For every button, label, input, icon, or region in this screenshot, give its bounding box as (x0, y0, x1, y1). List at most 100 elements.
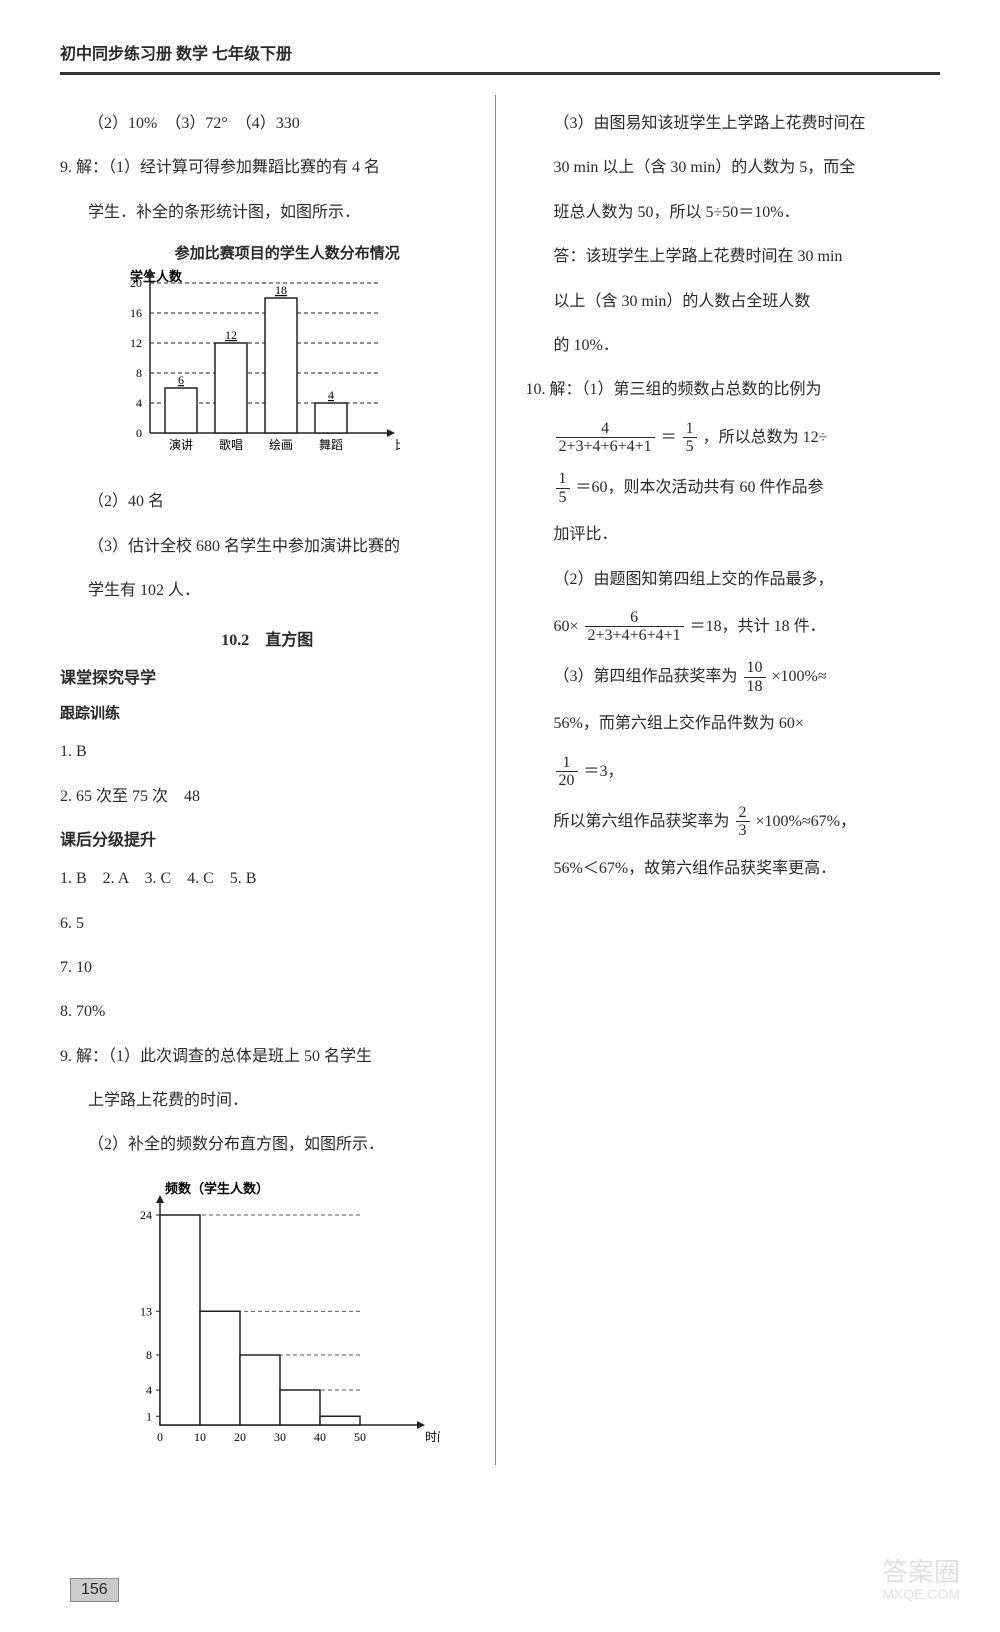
svg-text:时间/min: 时间/min (425, 1430, 440, 1444)
heading-ktt: 课堂探究导学 (60, 664, 475, 688)
k6: 6. 5 (60, 909, 475, 939)
svg-text:4: 4 (136, 396, 142, 410)
svg-text:歌唱: 歌唱 (219, 437, 243, 452)
svg-text:16: 16 (130, 306, 142, 320)
page-header: 初中同步练习册 数学 七年级下册 (60, 40, 940, 75)
q10a: 10. 解：（1）第三组的频数占总数的比例为 (526, 375, 941, 405)
g1: 1. B (60, 737, 475, 767)
right-column: （3）由图易知该班学生上学路上花费时间在 30 min 以上（含 30 min）… (526, 95, 941, 1465)
svg-text:比赛项目: 比赛项目 (395, 437, 400, 452)
bar-chart-1: 参加比赛项目的学生人数分布情况 学生人数0481216206演讲12歌唱18绘画… (100, 242, 475, 473)
k9-1a: 9. 解：（1）此次调查的总体是班上 50 名学生 (60, 1042, 475, 1072)
q9-3a: （3）估计全校 680 名学生中参加演讲比赛的 (60, 532, 475, 562)
frac-den: 5 (683, 438, 697, 456)
svg-text:10: 10 (194, 1430, 206, 1444)
frac-num: 1 (683, 420, 697, 439)
chart1-svg: 学生人数0481216206演讲12歌唱18绘画4舞蹈比赛项目 (100, 263, 400, 473)
svg-text:0: 0 (157, 1430, 163, 1444)
fraction: 1 5 (683, 420, 697, 456)
r-p1: （3）由图易知该班学生上学路上花费时间在 (526, 109, 941, 139)
content-columns: （2）10% （3）72° （4）330 9. 解：（1）经计算可得参加舞蹈比赛… (60, 95, 940, 1465)
q9-line1: 9. 解：（1）经计算可得参加舞蹈比赛的有 4 名 (60, 153, 475, 183)
frac-num: 4 (556, 420, 655, 439)
text: ×100%≈ (772, 668, 827, 685)
fraction: 1 20 (556, 754, 578, 790)
svg-text:舞蹈: 舞蹈 (319, 438, 343, 452)
q10-3e: 56%＜67%，故第六组作品获奖率更高． (526, 854, 941, 884)
svg-text:30: 30 (274, 1430, 286, 1444)
text: ＝18，共计 18 件． (690, 618, 826, 635)
heading-khfj: 课后分级提升 (60, 826, 475, 850)
svg-text:6: 6 (178, 373, 184, 387)
k1: 1. B 2. A 3. C 4. C 5. B (60, 864, 475, 894)
svg-text:演讲: 演讲 (169, 437, 193, 452)
q10-frac-line2: 1 5 ＝60，则本次活动共有 60 件作品参 (526, 470, 941, 506)
k9-2: （2）补全的频数分布直方图，如图所示． (60, 1130, 475, 1160)
frac-den: 2+3+4+6+4+1 (585, 627, 684, 645)
svg-text:1: 1 (146, 1409, 152, 1423)
svg-text:4: 4 (328, 388, 334, 402)
chart2-svg: 频数（学生人数）148132401020304050时间/min (100, 1175, 440, 1455)
q9-2: （2）40 名 (60, 487, 475, 517)
text: ×100%≈67%， (756, 813, 856, 830)
q10-frac-line1: 4 2+3+4+6+4+1 ＝ 1 5 ，所以总数为 12÷ (526, 420, 941, 456)
frac-num: 1 (556, 754, 578, 773)
svg-text:4: 4 (146, 1383, 152, 1397)
text: ，所以总数为 12÷ (703, 429, 828, 446)
frac-num: 10 (744, 659, 766, 678)
watermark-bottom: MXQE.COM (882, 1587, 960, 1602)
fraction: 4 2+3+4+6+4+1 (556, 420, 655, 456)
histogram-chart-2: 频数（学生人数）148132401020304050时间/min (100, 1175, 475, 1455)
frac-den: 18 (744, 678, 766, 696)
heading-gzxl: 跟踪训练 (60, 702, 475, 723)
svg-text:20: 20 (130, 276, 142, 290)
frac-den: 5 (556, 489, 570, 507)
svg-text:8: 8 (136, 366, 142, 380)
svg-text:50: 50 (354, 1430, 366, 1444)
k9-1b: 上学路上花费的时间． (60, 1086, 475, 1116)
frac-den: 3 (736, 822, 750, 840)
svg-text:20: 20 (234, 1430, 246, 1444)
frac-num: 1 (556, 470, 570, 489)
r-p3: 班总人数为 50，所以 5÷50＝10%． (526, 198, 941, 228)
frac-num: 2 (736, 804, 750, 823)
left-column: （2）10% （3）72° （4）330 9. 解：（1）经计算可得参加舞蹈比赛… (60, 95, 496, 1465)
q10-3d: 所以第六组作品获奖率为 2 3 ×100%≈67%， (526, 804, 941, 840)
fraction: 1 5 (556, 470, 570, 506)
q10-3a: （3）第四组作品获奖率为 10 18 ×100%≈ (526, 659, 941, 695)
frac-num: 6 (585, 609, 684, 628)
r-p6: 的 10%． (526, 331, 941, 361)
q10-2b: 60× 6 2+3+4+6+4+1 ＝18，共计 18 件． (526, 609, 941, 645)
q9-3b: 学生有 102 人． (60, 576, 475, 606)
frac-den: 2+3+4+6+4+1 (556, 438, 655, 456)
fraction: 6 2+3+4+6+4+1 (585, 609, 684, 645)
svg-text:18: 18 (275, 283, 287, 297)
section-title: 10.2 直方图 (60, 626, 475, 650)
text: （3）第四组作品获奖率为 (554, 668, 738, 685)
r-p4: 答：该班学生上学路上花费时间在 30 min (526, 242, 941, 272)
eq: ＝ (661, 429, 677, 446)
svg-text:40: 40 (314, 1430, 326, 1444)
q10d: 加评比． (526, 520, 941, 550)
fraction: 10 18 (744, 659, 766, 695)
r-p5: 以上（含 30 min）的人数占全班人数 (526, 287, 941, 317)
svg-text:绘画: 绘画 (269, 437, 293, 452)
page-number: 156 (70, 1578, 119, 1602)
q10-2a: （2）由题图知第四组上交的作品最多， (526, 565, 941, 595)
svg-text:12: 12 (130, 336, 142, 350)
svg-text:12: 12 (225, 328, 237, 342)
q10-3b: 56%，而第六组上交作品件数为 60× (526, 709, 941, 739)
text: ＝60，则本次活动共有 60 件作品参 (576, 479, 824, 496)
text: 60× (554, 618, 579, 635)
q10-3c-line: 1 20 ＝3， (526, 754, 941, 790)
q9-line2: 学生．补全的条形统计图，如图所示． (60, 198, 475, 228)
k7: 7. 10 (60, 953, 475, 983)
svg-text:24: 24 (140, 1208, 152, 1222)
r-p2: 30 min 以上（含 30 min）的人数为 5，而全 (526, 153, 941, 183)
answer-line: （2）10% （3）72° （4）330 (60, 109, 475, 139)
chart1-title: 参加比赛项目的学生人数分布情况 (100, 242, 475, 263)
fraction: 2 3 (736, 804, 750, 840)
frac-den: 20 (556, 772, 578, 790)
text: ＝3， (584, 762, 624, 779)
svg-text:13: 13 (140, 1304, 152, 1318)
